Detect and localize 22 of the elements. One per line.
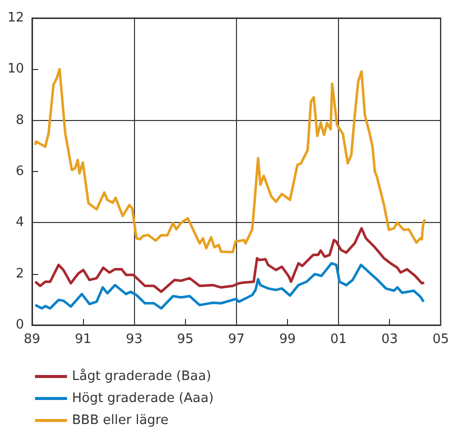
line-series xyxy=(34,262,425,310)
y-tick-label: 4 xyxy=(16,215,24,230)
line-series xyxy=(34,68,426,254)
legend-label: Högt graderade (Aaa) xyxy=(72,391,214,406)
y-tick-label: 8 xyxy=(16,112,24,128)
x-tick-label: 91 xyxy=(74,332,92,347)
x-tick-label: 97 xyxy=(228,332,245,347)
legend-label: BBB eller lägre xyxy=(72,413,168,428)
y-tick-label: 12 xyxy=(7,10,24,26)
y-tick-label: 6 xyxy=(16,164,24,179)
x-tick-label: 05 xyxy=(432,332,449,347)
x-tick-label: 93 xyxy=(126,332,142,347)
y-tick-label: 2 xyxy=(16,266,24,282)
y-tick-label: 10 xyxy=(7,62,24,77)
x-tick-label: 01 xyxy=(330,332,347,347)
legend-label: Lågt graderade (Baa) xyxy=(72,368,212,384)
line-series xyxy=(34,227,426,293)
y-tick-label: 0 xyxy=(16,318,24,332)
x-tick-label: 95 xyxy=(177,332,194,347)
x-tick-label: 99 xyxy=(279,332,296,347)
x-tick-label: 89 xyxy=(24,332,40,347)
x-tick-label: 03 xyxy=(381,332,398,347)
